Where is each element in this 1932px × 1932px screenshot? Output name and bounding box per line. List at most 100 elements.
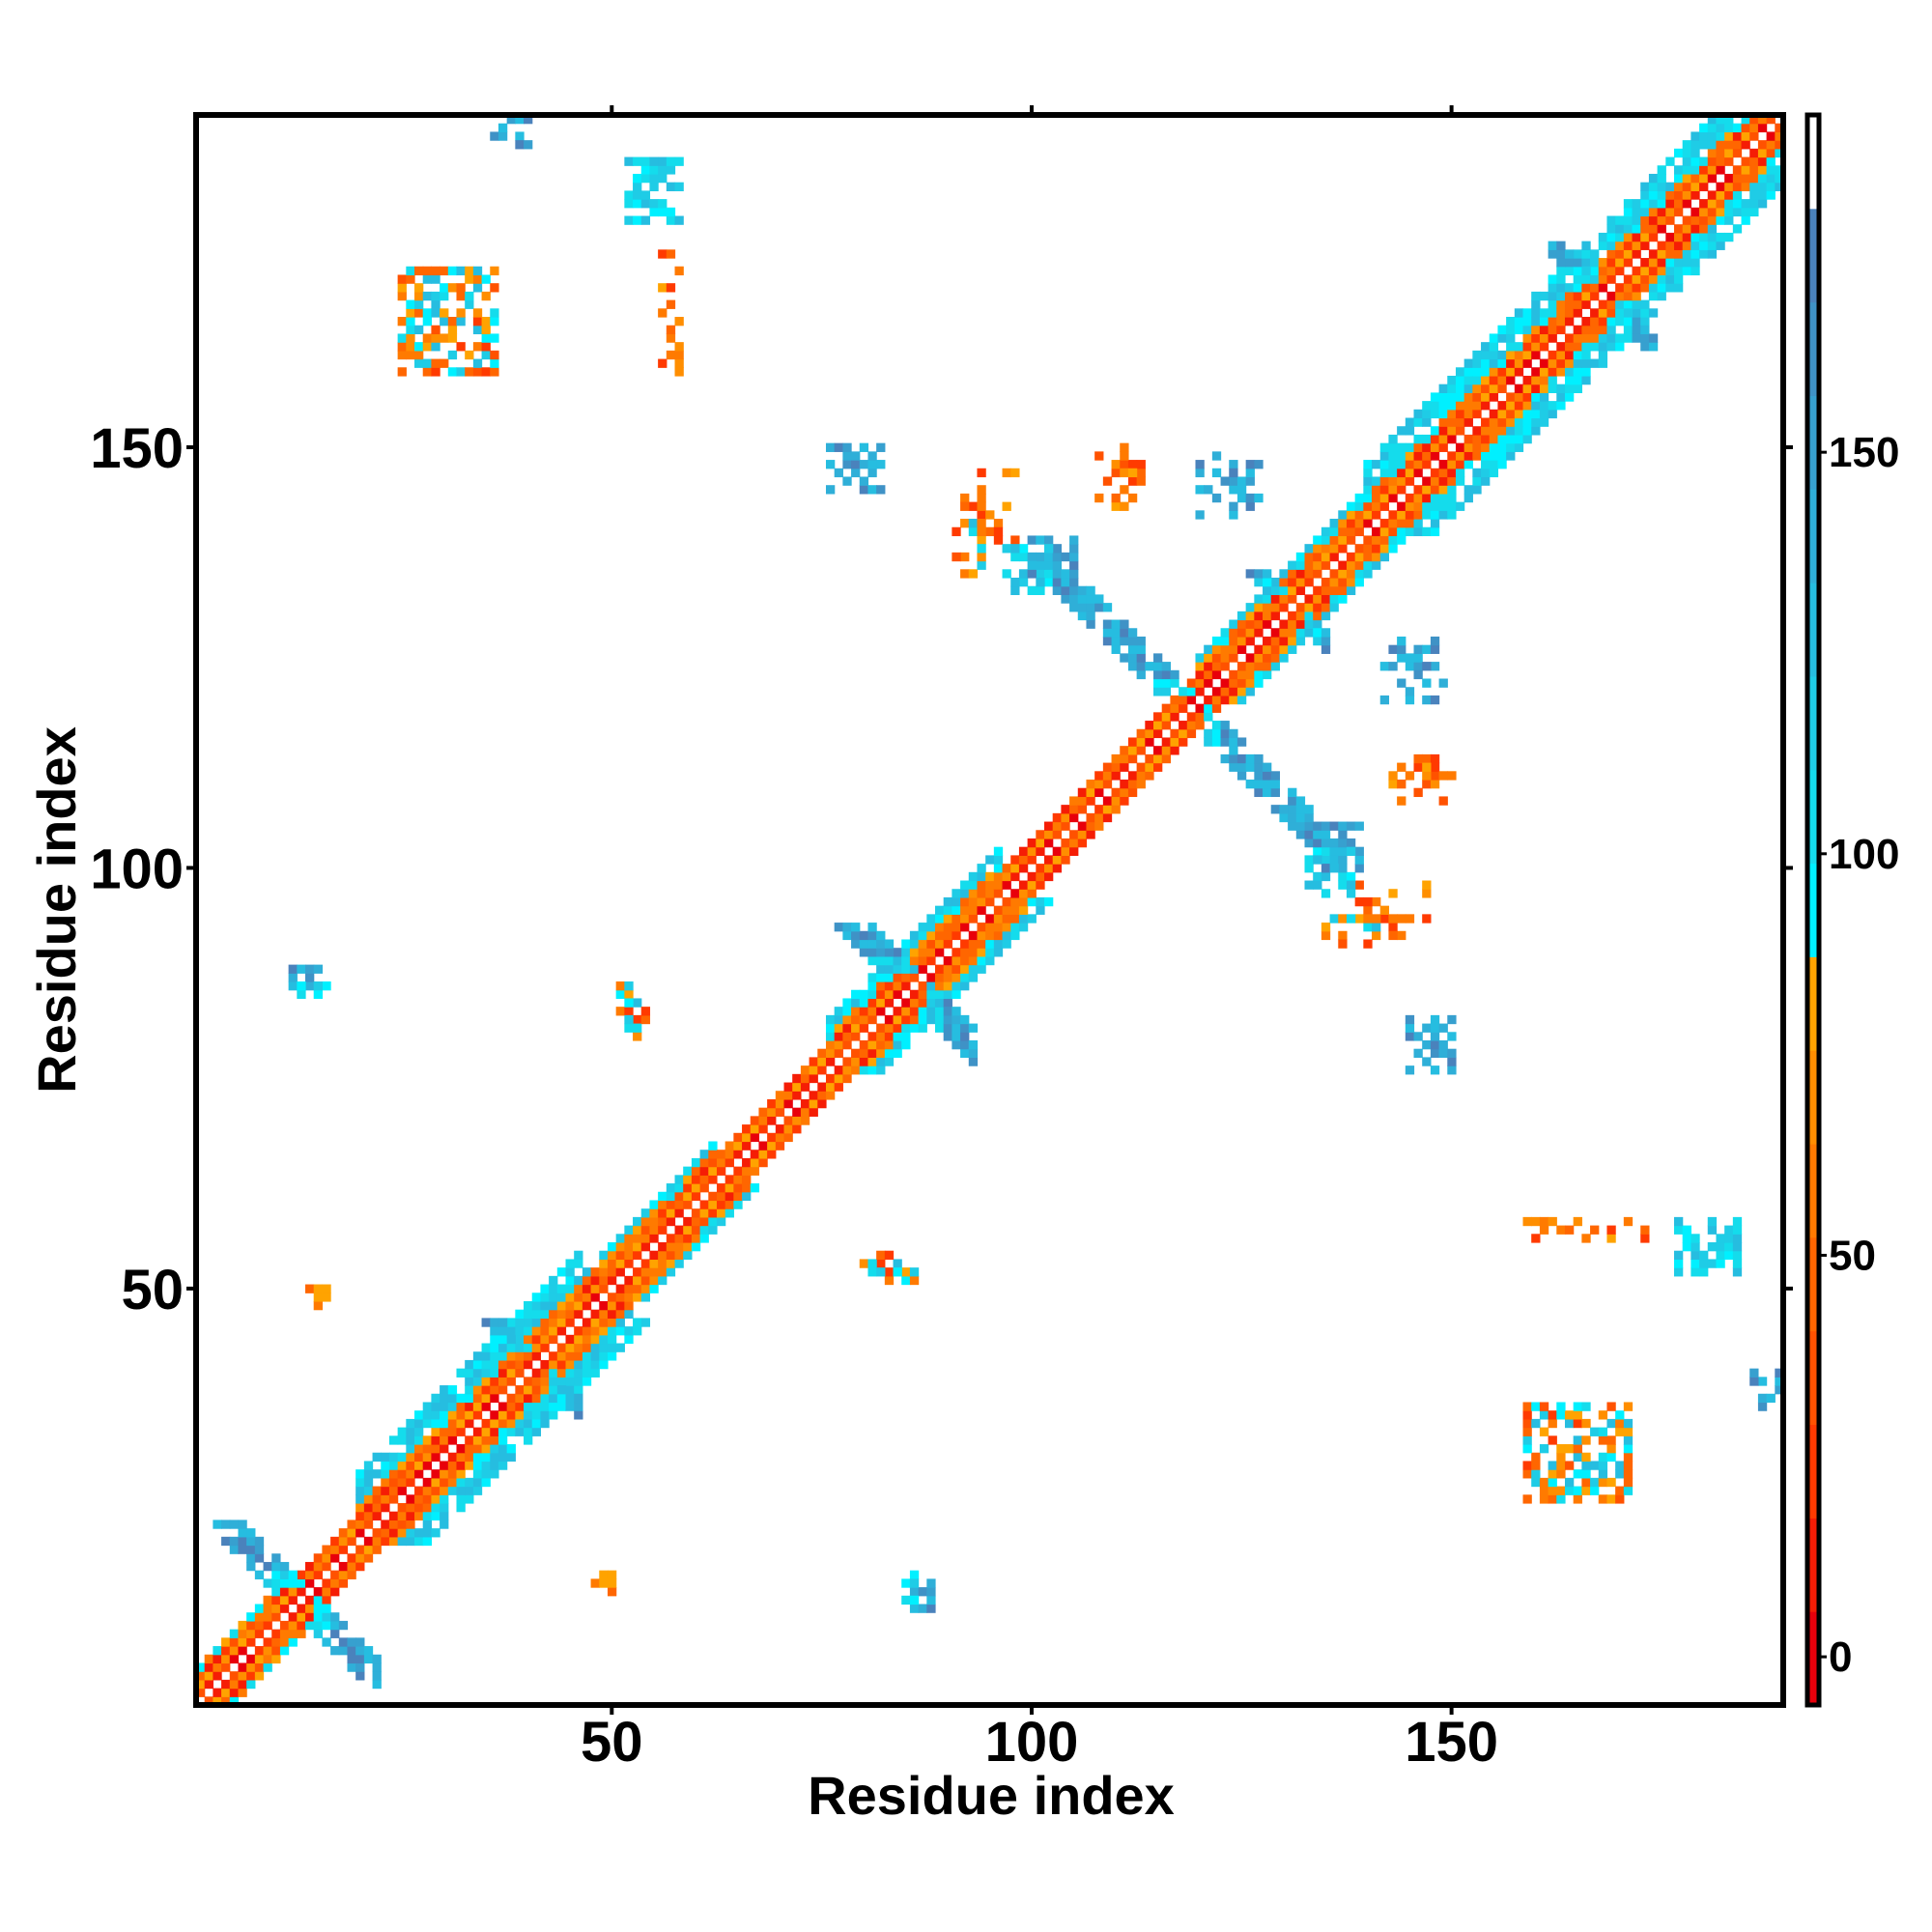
heatmap-cell	[1455, 468, 1465, 478]
heatmap-cell	[1304, 569, 1314, 579]
heatmap-cell	[481, 274, 491, 284]
heatmap-cell	[1304, 812, 1314, 823]
heatmap-cell	[574, 1402, 583, 1411]
heatmap-cell	[506, 1343, 516, 1352]
heatmap-cell	[607, 1250, 617, 1261]
heatmap-cell	[1329, 585, 1339, 596]
heatmap-cell	[1724, 115, 1734, 125]
heatmap-cell	[1522, 417, 1532, 427]
heatmap-cell	[1438, 392, 1448, 402]
heatmap-cell	[1270, 787, 1281, 798]
heatmap-cell	[1640, 342, 1650, 352]
heatmap-cell	[1346, 880, 1356, 890]
heatmap-cell	[1455, 426, 1465, 436]
heatmap-cell	[1002, 939, 1011, 949]
heatmap-cell	[1430, 636, 1440, 646]
heatmap-cell	[1648, 173, 1659, 184]
heatmap-cell	[497, 1418, 508, 1429]
heatmap-cell	[649, 182, 659, 191]
heatmap-cell	[355, 1486, 365, 1495]
heatmap-cell	[1766, 148, 1776, 158]
heatmap-cell	[658, 1267, 668, 1277]
heatmap-cell	[1094, 812, 1104, 823]
heatmap-cell	[397, 1511, 407, 1521]
heatmap-cell	[565, 1351, 575, 1361]
heatmap-cell	[246, 1662, 256, 1672]
heatmap-cell	[1379, 662, 1390, 671]
heatmap-cell	[1195, 653, 1205, 663]
heatmap-cell	[867, 460, 877, 469]
heatmap-cell	[1463, 384, 1473, 393]
heatmap-cell	[952, 1023, 961, 1033]
heatmap-cell	[985, 880, 995, 890]
heatmap-cell	[1455, 501, 1465, 511]
heatmap-cell	[876, 989, 886, 1000]
heatmap-cell	[1372, 493, 1381, 503]
heatmap-cell	[1111, 460, 1121, 469]
heatmap-cell	[481, 342, 491, 352]
heatmap-cell	[440, 1385, 449, 1395]
heatmap-cell	[1623, 1402, 1634, 1411]
heatmap-cell	[1321, 560, 1331, 570]
heatmap-cell	[1354, 864, 1364, 873]
heatmap-cell	[1682, 249, 1691, 259]
heatmap-cell	[506, 1427, 516, 1436]
heatmap-cell	[1472, 442, 1482, 452]
heatmap-cell	[640, 1275, 651, 1286]
heatmap-cell	[355, 1477, 365, 1488]
heatmap-cell	[666, 325, 676, 335]
heatmap-cell	[624, 1300, 634, 1311]
heatmap-cell	[1775, 182, 1784, 191]
heatmap-cell	[1270, 585, 1281, 596]
heatmap-cell	[1506, 325, 1516, 335]
heatmap-cell	[1170, 669, 1179, 680]
heatmap-cell	[574, 1359, 583, 1370]
heatmap-cell	[977, 896, 986, 907]
heatmap-cell	[1295, 830, 1306, 839]
heatmap-cell	[1204, 653, 1213, 663]
heatmap-cell	[1581, 274, 1591, 284]
heatmap-cell	[683, 1216, 693, 1227]
heatmap-cell	[1514, 409, 1524, 419]
heatmap-cell	[666, 1267, 676, 1277]
heatmap-cell	[1120, 636, 1129, 646]
heatmap-cell	[1573, 367, 1582, 377]
heatmap-cell	[1749, 190, 1759, 200]
heatmap-cell	[330, 1578, 340, 1588]
heatmap-cell	[901, 1007, 911, 1016]
heatmap-cell	[1254, 653, 1264, 663]
heatmap-cell	[1102, 636, 1113, 646]
heatmap-cell	[1372, 460, 1381, 469]
heatmap-cell	[977, 871, 986, 882]
heatmap-cell	[952, 923, 961, 932]
heatmap-cell	[1673, 224, 1684, 234]
heatmap-cell	[472, 266, 483, 276]
heatmap-cell	[549, 1326, 558, 1336]
heatmap-cell	[926, 948, 936, 957]
heatmap-cell	[540, 1293, 550, 1302]
heatmap-cell	[691, 1157, 701, 1168]
heatmap-cell	[1338, 535, 1348, 545]
heatmap-cell	[590, 1359, 600, 1370]
heatmap-cell	[1522, 375, 1532, 385]
heatmap-cell	[1379, 460, 1390, 469]
heatmap-cell	[842, 1039, 852, 1050]
heatmap-cell	[465, 266, 474, 276]
heatmap-cell	[363, 1511, 374, 1521]
heatmap-cell	[297, 1604, 306, 1613]
heatmap-cell	[524, 1402, 533, 1411]
heatmap-cell	[254, 1570, 265, 1579]
heatmap-cell	[1186, 712, 1197, 722]
heatmap-cell	[414, 1494, 424, 1504]
heatmap-cell	[607, 1326, 617, 1336]
heatmap-cell	[1732, 1259, 1743, 1268]
heatmap-cell	[1455, 375, 1465, 385]
heatmap-cell	[549, 1385, 558, 1395]
heatmap-cell	[1615, 258, 1625, 268]
heatmap-cell	[1581, 1402, 1591, 1411]
heatmap-cell	[834, 1023, 843, 1033]
heatmap-cell	[1522, 1402, 1532, 1411]
heatmap-cell	[279, 1578, 290, 1588]
heatmap-cell	[1161, 712, 1172, 722]
heatmap-cell	[649, 1216, 659, 1227]
